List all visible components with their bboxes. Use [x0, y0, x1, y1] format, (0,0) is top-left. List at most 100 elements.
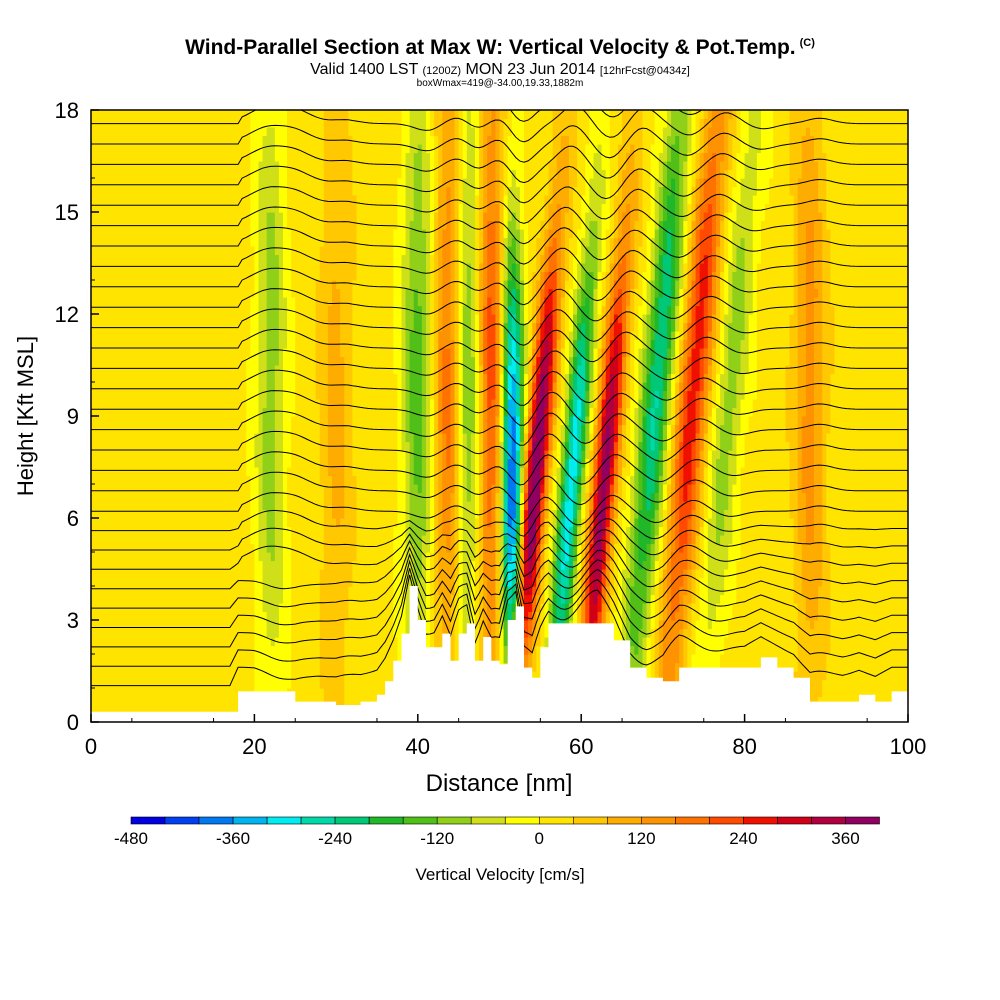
- velocity-cell: [266, 620, 272, 630]
- velocity-cell: [184, 348, 190, 358]
- velocity-cell: [217, 195, 223, 205]
- velocity-cell: [246, 679, 251, 689]
- velocity-cell: [295, 144, 300, 154]
- velocity-cell: [168, 679, 174, 689]
- velocity-cell: [242, 263, 247, 273]
- velocity-cell: [242, 433, 247, 443]
- velocity-cell: [274, 322, 280, 332]
- velocity-cell: [103, 365, 108, 375]
- velocity-cell: [372, 543, 378, 553]
- velocity-cell: [217, 671, 223, 681]
- velocity-cell: [336, 458, 341, 468]
- velocity-cell: [152, 339, 157, 349]
- velocity-cell: [193, 220, 198, 230]
- velocity-cell: [160, 203, 166, 213]
- velocity-cell: [254, 203, 260, 213]
- velocity-cell: [91, 416, 96, 426]
- velocity-cell: [336, 186, 341, 196]
- velocity-cell: [270, 526, 276, 536]
- velocity-cell: [160, 645, 166, 655]
- velocity-cell: [299, 696, 305, 706]
- velocity-cell: [160, 416, 166, 426]
- velocity-cell: [123, 475, 129, 485]
- velocity-cell: [246, 271, 251, 281]
- velocity-cell: [307, 246, 313, 256]
- velocity-cell: [315, 560, 321, 570]
- velocity-cell: [176, 696, 182, 706]
- velocity-cell: [140, 178, 145, 188]
- velocity-cell: [217, 450, 223, 460]
- velocity-cell: [119, 118, 125, 128]
- velocity-cell: [254, 441, 260, 451]
- velocity-cell: [197, 688, 202, 698]
- velocity-cell: [238, 178, 243, 188]
- velocity-cell: [205, 161, 211, 171]
- velocity-cell: [327, 118, 333, 128]
- velocity-cell: [168, 433, 174, 443]
- velocity-cell: [360, 662, 366, 672]
- velocity-cell: [205, 535, 211, 545]
- velocity-cell: [352, 679, 358, 689]
- velocity-cell: [364, 637, 370, 647]
- velocity-cell: [156, 169, 162, 179]
- velocity-cell: [180, 246, 186, 256]
- velocity-cell: [233, 186, 239, 196]
- velocity-cell: [327, 144, 333, 154]
- velocity-cell: [119, 144, 125, 154]
- velocity-cell: [242, 501, 247, 511]
- velocity-cell: [91, 671, 96, 681]
- velocity-cell: [344, 314, 349, 324]
- velocity-cell: [144, 339, 149, 349]
- velocity-cell: [123, 654, 129, 664]
- velocity-cell: [233, 484, 239, 494]
- velocity-cell: [250, 526, 255, 536]
- velocity-cell: [99, 169, 104, 179]
- velocity-cell: [229, 696, 235, 706]
- velocity-cell: [254, 110, 260, 120]
- velocity-cell: [164, 509, 170, 519]
- velocity-cell: [315, 458, 321, 468]
- velocity-cell: [315, 611, 321, 621]
- velocity-cell: [209, 484, 215, 494]
- velocity-cell: [295, 671, 300, 681]
- velocity-cell: [360, 314, 366, 324]
- velocity-cell: [135, 577, 141, 587]
- velocity-cell: [115, 679, 121, 689]
- velocity-cell: [127, 509, 133, 519]
- velocity-cell: [205, 195, 211, 205]
- velocity-cell: [221, 484, 227, 494]
- velocity-cell: [299, 390, 305, 400]
- velocity-cell: [323, 645, 329, 655]
- velocity-cell: [348, 135, 354, 145]
- velocity-cell: [131, 161, 137, 171]
- velocity-cell: [287, 679, 292, 689]
- velocity-cell: [295, 356, 300, 366]
- velocity-cell: [287, 441, 292, 451]
- velocity-cell: [168, 484, 174, 494]
- velocity-cell: [266, 365, 272, 375]
- velocity-cell: [327, 671, 333, 681]
- velocity-cell: [368, 552, 374, 562]
- velocity-cell: [103, 552, 108, 562]
- velocity-cell: [221, 348, 227, 358]
- velocity-cell: [348, 424, 354, 434]
- velocity-cell: [119, 662, 125, 672]
- velocity-cell: [229, 203, 235, 213]
- velocity-cell: [360, 467, 366, 477]
- velocity-cell: [274, 424, 280, 434]
- velocity-cell: [115, 203, 121, 213]
- velocity-cell: [115, 365, 121, 375]
- velocity-cell: [315, 603, 321, 613]
- velocity-cell: [291, 263, 296, 273]
- velocity-cell: [172, 450, 178, 460]
- velocity-cell: [140, 671, 145, 681]
- velocity-cell: [262, 628, 268, 638]
- velocity-cell: [368, 390, 374, 400]
- velocity-cell: [111, 450, 117, 460]
- velocity-cell: [274, 535, 280, 545]
- velocity-cell: [340, 560, 345, 570]
- velocity-cell: [111, 288, 117, 298]
- velocity-cell: [315, 620, 321, 630]
- velocity-cell: [205, 246, 211, 256]
- velocity-cell: [217, 475, 223, 485]
